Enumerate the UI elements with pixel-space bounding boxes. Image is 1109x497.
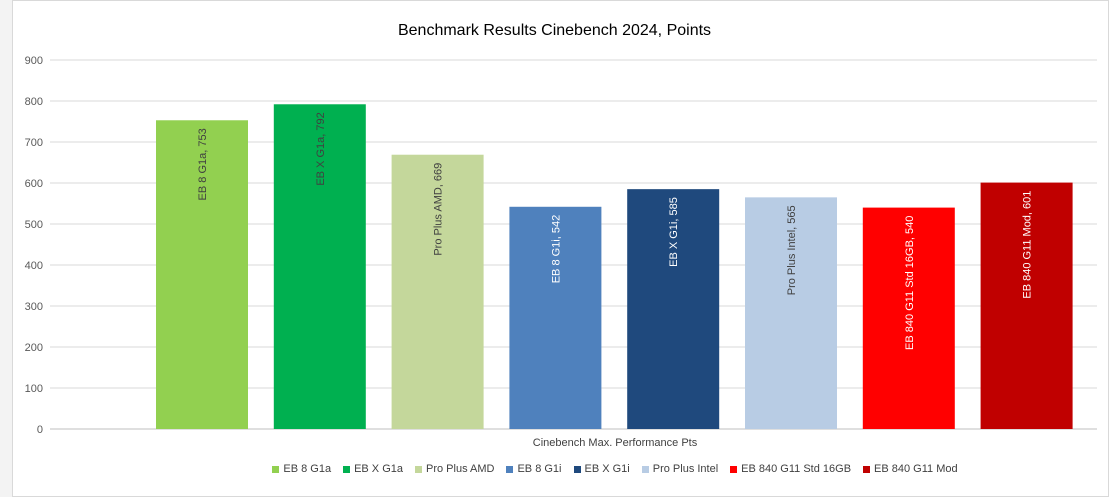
bar[interactable]	[980, 182, 1073, 429]
legend-swatch	[415, 465, 422, 473]
y-tick-label: 400	[25, 260, 43, 272]
legend-item[interactable]: EB 840 G11 Std 16GB	[730, 463, 851, 475]
bar-data-label: EB 8 G1i, 542	[550, 215, 562, 284]
bar-data-label: Pro Plus AMD, 669	[433, 163, 445, 256]
bar[interactable]	[156, 120, 248, 430]
bar[interactable]	[273, 104, 366, 429]
y-tick-label: 700	[25, 137, 43, 149]
legend-swatch	[641, 465, 649, 473]
legend-item[interactable]: EB 840 G11 Mod	[863, 463, 958, 475]
legend-item[interactable]: EB X G1a	[343, 463, 403, 475]
bar[interactable]	[509, 206, 602, 429]
legend-item[interactable]: Pro Plus Intel	[641, 463, 719, 475]
legend-item[interactable]: Pro Plus AMD	[415, 463, 494, 475]
legend-label: Pro Plus AMD	[426, 463, 495, 475]
legend-swatch	[730, 465, 738, 473]
legend-label: EB 840 G11 Std 16GB	[741, 463, 852, 475]
bar-data-label: EB X G1i, 585	[668, 197, 680, 267]
y-tick-label: 0	[37, 424, 43, 436]
bar-data-label: EB X G1a, 792	[315, 112, 327, 185]
y-tick-label: 300	[25, 301, 43, 313]
bar[interactable]	[627, 189, 720, 429]
bar-data-label: Pro Plus Intel, 565	[786, 205, 798, 295]
y-tick-label: 500	[25, 219, 43, 231]
legend-swatch	[506, 465, 514, 473]
y-tick-label: 600	[25, 178, 43, 190]
legend-swatch	[573, 465, 581, 473]
legend-label: EB 840 G11 Mod	[874, 463, 958, 475]
legend: EB 8 G1a EB X G1a Pro Plus AMD EB 8 G1i EB X…	[0, 463, 1109, 475]
legend-item[interactable]: EB 8 G1a	[272, 463, 331, 475]
legend-swatch	[863, 465, 871, 473]
legend-swatch	[272, 465, 280, 473]
legend-label: EB 8 G1i	[517, 463, 562, 475]
legend-swatch	[343, 465, 351, 473]
y-tick-label: 100	[25, 383, 43, 395]
bars	[156, 104, 1073, 430]
y-tick-label: 800	[25, 96, 43, 108]
bar-data-label: EB 840 G11 Mod, 601	[1022, 191, 1034, 299]
bar-data-label: EB 8 G1a, 753	[197, 128, 209, 200]
bar[interactable]	[745, 197, 837, 429]
y-axis-tick-labels: 0 100 200 300 400 500 600 700 800 900	[25, 55, 43, 436]
y-tick-label: 900	[25, 55, 43, 67]
bar-data-label: EB 840 G11 Std 16GB, 540	[904, 216, 916, 350]
bar[interactable]	[391, 154, 484, 429]
legend-label: EB X G1i	[584, 463, 630, 475]
legend-item[interactable]: EB X G1i	[573, 463, 630, 475]
y-tick-label: 200	[25, 342, 43, 354]
chart-title: Benchmark Results Cinebench 2024, Points	[397, 22, 712, 39]
bar[interactable]	[862, 207, 955, 429]
legend-item[interactable]: EB 8 G1i	[506, 463, 562, 475]
bar-data-labels: EB 8 G1a, 753 EB X G1a, 792 Pro Plus AMD, …	[197, 112, 1034, 350]
legend-label: EB X G1a	[354, 463, 403, 475]
x-axis-title: Cinebench Max. Performance Pts	[532, 437, 698, 449]
legend-label: EB 8 G1a	[283, 463, 332, 475]
legend-label: Pro Plus Intel	[652, 463, 719, 475]
